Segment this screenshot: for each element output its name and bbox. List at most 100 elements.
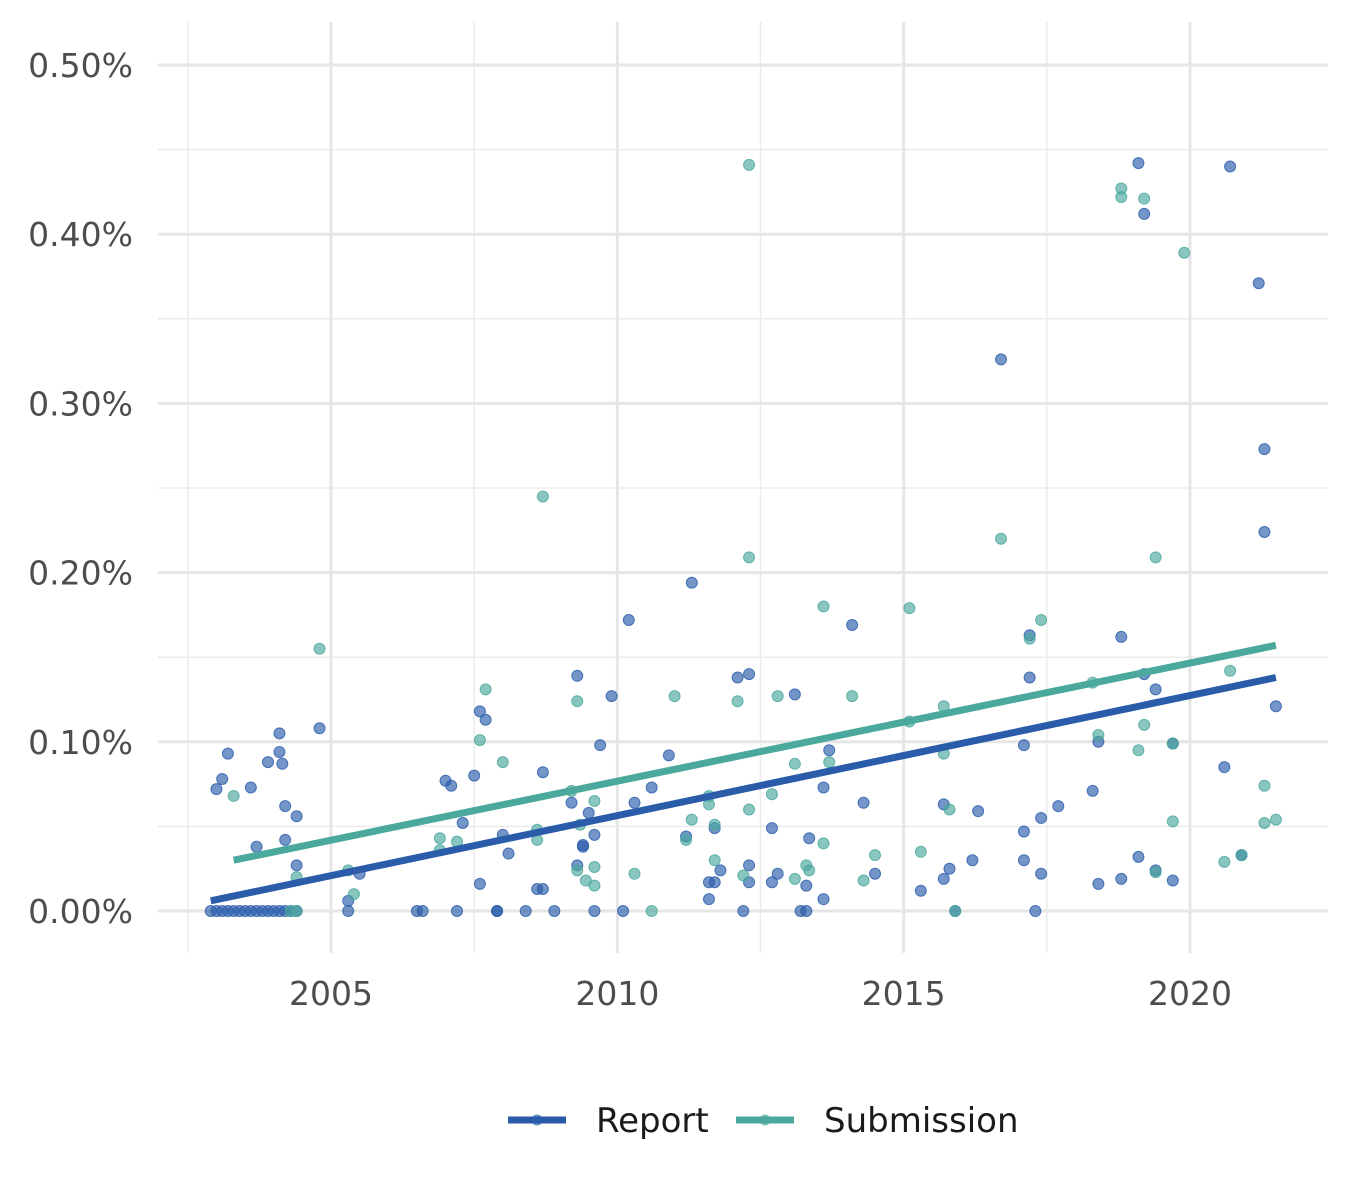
data-point — [1224, 160, 1237, 173]
legend: Report Submission — [508, 1101, 1019, 1141]
data-point — [943, 862, 956, 875]
data-point — [1115, 630, 1128, 643]
data-point — [622, 613, 635, 626]
y-tick-label: 0.00% — [28, 892, 133, 931]
data-point — [846, 690, 859, 703]
data-point — [1269, 700, 1282, 713]
data-point — [1166, 815, 1179, 828]
data-point — [588, 861, 601, 874]
data-point — [519, 905, 532, 917]
data-point — [221, 747, 234, 760]
data-point — [617, 905, 630, 917]
data-point — [645, 905, 658, 917]
data-point — [1138, 718, 1151, 731]
data-point — [502, 847, 515, 860]
data-point — [468, 769, 481, 782]
legend-label: Submission — [824, 1101, 1019, 1141]
data-point — [450, 905, 463, 917]
data-point — [823, 744, 836, 757]
data-point — [473, 734, 486, 747]
data-point — [473, 877, 486, 890]
data-point — [244, 781, 257, 794]
data-point — [628, 867, 641, 880]
data-point — [668, 690, 681, 703]
data-point — [496, 756, 509, 769]
data-point — [565, 796, 578, 809]
data-point — [817, 781, 830, 794]
data-point — [680, 833, 693, 846]
data-point — [594, 739, 607, 752]
data-point — [216, 773, 229, 786]
data-point — [536, 490, 549, 503]
data-point — [765, 876, 778, 889]
data-point — [1138, 192, 1151, 205]
data-point — [571, 695, 584, 708]
data-point — [731, 695, 744, 708]
data-point — [823, 756, 836, 769]
data-point — [662, 749, 675, 762]
y-axis-tick-labels: 0.00% 0.10% 0.20% 0.30% 0.40% 0.50% — [28, 46, 133, 931]
x-tick-label: 2010 — [575, 974, 659, 1013]
data-point — [869, 849, 882, 862]
data-point — [1149, 683, 1162, 696]
data-point — [765, 822, 778, 835]
data-point — [903, 602, 916, 615]
data-point — [1138, 207, 1151, 220]
data-point — [273, 727, 286, 740]
data-point — [817, 837, 830, 850]
data-point — [869, 867, 882, 880]
data-point — [290, 859, 303, 872]
data-point — [1017, 854, 1030, 867]
data-point — [1035, 613, 1048, 626]
data-point — [276, 757, 289, 770]
data-point — [1258, 817, 1271, 830]
data-point — [1258, 525, 1271, 538]
data-point — [571, 864, 584, 877]
data-point — [914, 845, 927, 858]
data-point — [1258, 443, 1271, 456]
y-tick-label: 0.40% — [28, 215, 133, 254]
data-point — [803, 864, 816, 877]
data-point — [800, 879, 813, 892]
data-point — [743, 859, 756, 872]
data-point — [914, 884, 927, 897]
data-point — [290, 905, 303, 917]
x-axis-tick-labels: 2005 2010 2015 2020 — [289, 974, 1232, 1013]
data-point — [702, 893, 715, 906]
data-point — [771, 690, 784, 703]
trend-lines — [210, 641, 1277, 905]
data-point — [743, 551, 756, 564]
y-tick-label: 0.50% — [28, 46, 133, 85]
data-point — [1035, 811, 1048, 824]
data-point — [1023, 632, 1036, 645]
data-point — [1115, 190, 1128, 203]
data-point — [548, 905, 561, 917]
data-point — [846, 619, 859, 632]
legend-key-point — [759, 1114, 771, 1126]
data-point — [1132, 850, 1145, 863]
data-point — [313, 722, 326, 735]
data-point — [788, 757, 801, 770]
data-point — [803, 832, 816, 845]
data-point — [456, 817, 469, 830]
data-point — [262, 756, 275, 769]
data-point — [576, 839, 589, 852]
data-point — [685, 813, 698, 826]
data-point — [1166, 874, 1179, 887]
data-point — [937, 872, 950, 885]
data-point — [708, 876, 721, 889]
data-point — [817, 893, 830, 906]
data-point — [743, 158, 756, 171]
data-point — [857, 796, 870, 809]
data-point — [1149, 551, 1162, 564]
data-point — [1086, 784, 1099, 797]
data-point — [605, 690, 618, 703]
data-point — [313, 642, 326, 655]
data-point — [1115, 872, 1128, 885]
data-point — [347, 888, 360, 901]
data-points — [204, 157, 1282, 917]
legend-item-submission: Submission — [736, 1101, 1019, 1141]
minor-gridlines — [158, 22, 1328, 953]
data-point — [479, 713, 492, 726]
series-points-report — [204, 157, 1282, 917]
